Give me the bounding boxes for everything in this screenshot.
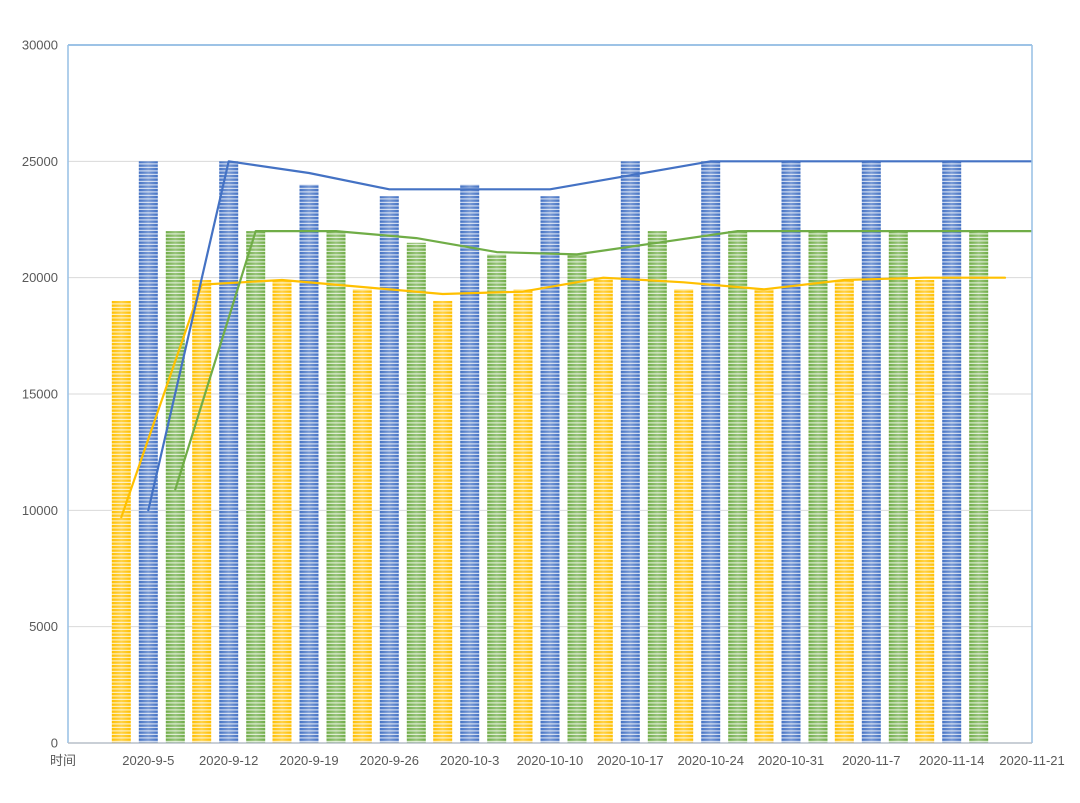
line-series-line-green — [174, 230, 1032, 491]
x-tick-label: 2020-9-26 — [360, 753, 419, 768]
y-tick-label: 20000 — [22, 270, 58, 285]
x-tick-label: 2020-10-3 — [440, 753, 499, 768]
x-tick-label: 2020-11-7 — [842, 753, 900, 768]
bar-series-bar-green — [165, 231, 989, 744]
x-tick-label: 时间 — [50, 753, 76, 768]
y-tick-label: 30000 — [22, 38, 58, 53]
x-tick-label: 2020-10-17 — [597, 753, 664, 768]
x-tick-label: 2020-11-21 — [999, 753, 1065, 768]
y-tick-label: 15000 — [22, 387, 58, 402]
x-tick-label: 2020-9-19 — [279, 753, 338, 768]
y-tick-label: 25000 — [22, 154, 58, 169]
y-tick-label: 5000 — [29, 619, 58, 634]
line-series-line-blue — [147, 160, 1032, 512]
x-axis-labels: 时间 2020-9-5 2020-9-12 2020-9-19 2020-9-26 202… — [50, 753, 1065, 768]
x-tick-label: 2020-11-14 — [919, 753, 985, 768]
y-tick-label: 10000 — [22, 503, 58, 518]
bar-series-bar-blue — [138, 161, 962, 744]
x-tick-label: 2020-10-31 — [758, 753, 825, 768]
x-tick-label: 2020-9-12 — [199, 753, 258, 768]
plot-frame — [67, 44, 1033, 744]
bar-series-bar-yellow — [111, 277, 935, 743]
y-tick-label: 0 — [51, 736, 58, 751]
y-axis-labels: 0 5000 10000 15000 20000 25000 30000 — [22, 38, 58, 751]
x-tick-label: 2020-10-10 — [517, 753, 584, 768]
x-tick-label: 2020-10-24 — [677, 753, 744, 768]
x-tick-label: 2020-9-5 — [122, 753, 174, 768]
line-series-line-yellow — [120, 276, 1007, 519]
